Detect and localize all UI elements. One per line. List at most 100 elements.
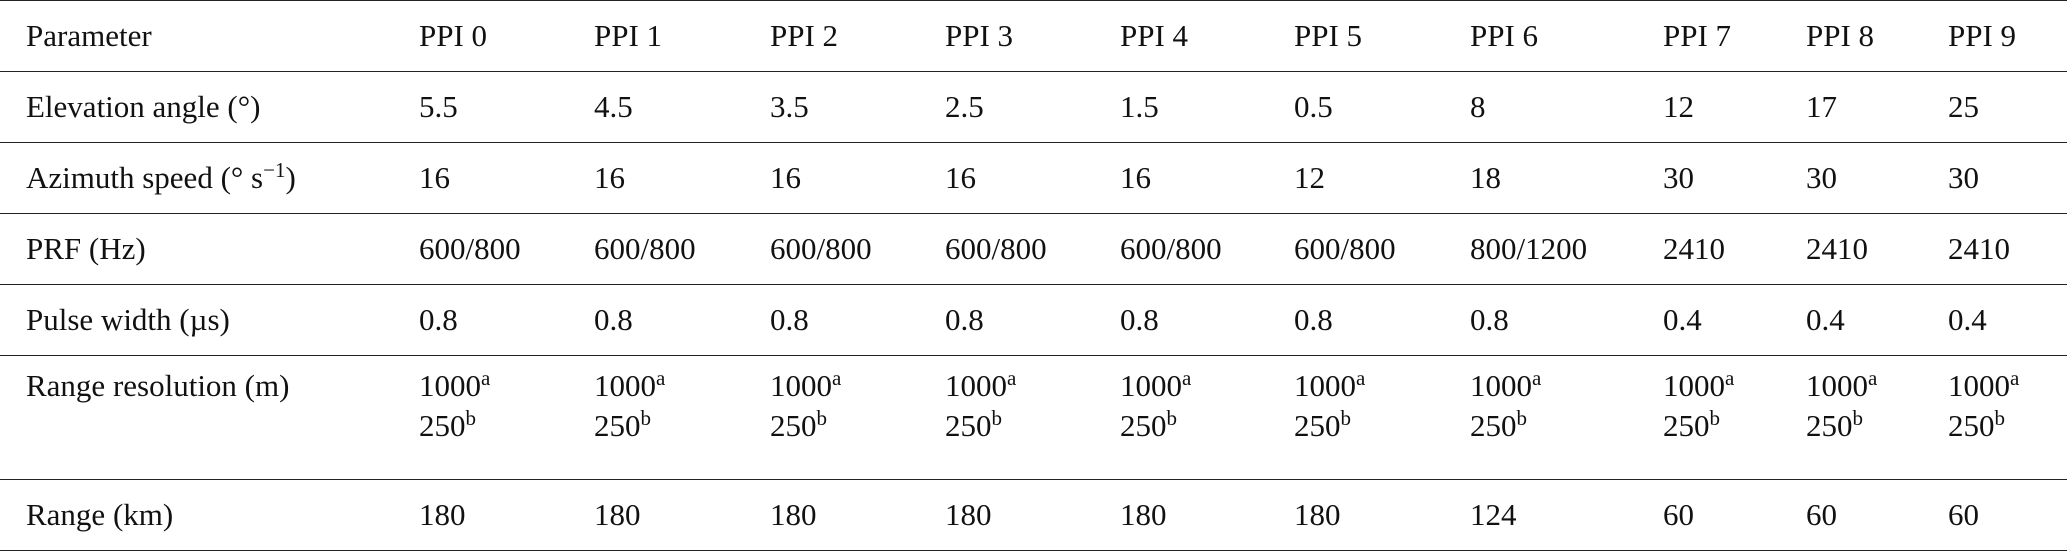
cell-text: 250 [770, 408, 817, 443]
cell-line: 250b [1806, 406, 1948, 446]
cell-text: PPI 1 [594, 18, 663, 53]
header-cell: PPI 3 [945, 0, 1120, 72]
cell-line: 1000a [1470, 366, 1663, 406]
cell-text: Range (km) [26, 497, 174, 532]
cell-text: 180 [770, 497, 817, 532]
table-cell: 0.4 [1663, 284, 1806, 356]
cell-text: 16 [419, 160, 450, 195]
table-cell: 16 [594, 142, 770, 214]
cell-text: 180 [945, 497, 992, 532]
cell-text: 0.8 [1470, 302, 1509, 337]
cell-text: 1000 [945, 368, 1007, 403]
cell-line: 1000a [1120, 366, 1294, 406]
table-cell: 60 [1948, 479, 2067, 551]
table-cell: 16 [1120, 142, 1294, 214]
cell-text: PPI 0 [419, 18, 488, 53]
table-cell: 124 [1470, 479, 1663, 551]
cell-text: 180 [1120, 497, 1167, 532]
table-cell: 1000a 250b [945, 355, 1120, 480]
superscript: b [1516, 406, 1528, 430]
cell-text: 0.8 [419, 302, 458, 337]
header-cell: PPI 1 [594, 0, 770, 72]
superscript: b [465, 406, 477, 430]
cell-line: 1000a [1663, 366, 1806, 406]
cell-text: PPI 8 [1806, 18, 1875, 53]
cell-text: 2.5 [945, 89, 984, 124]
cell-text: 1000 [1806, 368, 1868, 403]
row-label: Elevation angle (°) [0, 71, 419, 143]
table-cell: 0.8 [770, 284, 945, 356]
cell-text: 180 [594, 497, 641, 532]
superscript: b [1340, 406, 1352, 430]
cell-text: 180 [1294, 497, 1341, 532]
cell-line: 250b [594, 406, 770, 446]
cell-text: 250 [1948, 408, 1995, 443]
cell-text: 250 [1663, 408, 1710, 443]
table-cell: 1000a 250b [1470, 355, 1663, 480]
cell-line: 1000a [1806, 366, 1948, 406]
cell-text: Azimuth speed (° s [26, 160, 264, 195]
table-cell: 1000a 250b [419, 355, 594, 480]
cell-text: 60 [1806, 497, 1837, 532]
cell-text: 2410 [1806, 231, 1868, 266]
cell-text: 0.5 [1294, 89, 1333, 124]
cell-text: 17 [1806, 89, 1837, 124]
table-cell: 17 [1806, 71, 1948, 143]
header-row: Parameter PPI 0 PPI 1 PPI 2 PPI 3 PPI 4 PPI 5 P… [0, 0, 2067, 72]
table-cell: 0.4 [1806, 284, 1948, 356]
superscript: b [991, 406, 1003, 430]
superscript: a [2010, 366, 2020, 390]
table-cell: 600/800 [945, 213, 1120, 285]
cell-text: PRF (Hz) [26, 231, 146, 266]
cell-text: PPI 6 [1470, 18, 1539, 53]
table-cell: 30 [1663, 142, 1806, 214]
cell-text: 1.5 [1120, 89, 1159, 124]
table-cell: 16 [945, 142, 1120, 214]
table-cell: 0.8 [1120, 284, 1294, 356]
table-cell: 1000a 250b [1294, 355, 1470, 480]
table-cell: 25 [1948, 71, 2067, 143]
cell-line: 250b [1120, 406, 1294, 446]
cell-line: 250b [419, 406, 594, 446]
cell-text: 1000 [1948, 368, 2010, 403]
cell-text: 0.8 [1294, 302, 1333, 337]
cell-text: 2410 [1663, 231, 1725, 266]
cell-text: 30 [1663, 160, 1694, 195]
table-cell: 0.8 [594, 284, 770, 356]
cell-text: 124 [1470, 497, 1517, 532]
row-label: Range resolution (m) [0, 355, 419, 480]
cell-text: 0.4 [1806, 302, 1845, 337]
header-cell: PPI 2 [770, 0, 945, 72]
cell-text: 25 [1948, 89, 1979, 124]
table-cell: 180 [770, 479, 945, 551]
cell-line: 1000a [1948, 366, 2067, 406]
table-cell: 1000a 250b [1120, 355, 1294, 480]
table-cell: 8 [1470, 71, 1663, 143]
table-cell: 2.5 [945, 71, 1120, 143]
cell-text: 4.5 [594, 89, 633, 124]
cell-text: 600/800 [945, 231, 1047, 266]
header-cell: PPI 5 [1294, 0, 1470, 72]
cell-text: Parameter [26, 18, 152, 53]
cell-line: 250b [945, 406, 1120, 446]
cell-line: 1000a [594, 366, 770, 406]
header-cell: PPI 0 [419, 0, 594, 72]
cell-text: Pulse width (µs) [26, 302, 230, 337]
table-cell: 5.5 [419, 71, 594, 143]
superscript: a [832, 366, 842, 390]
cell-text: 1000 [594, 368, 656, 403]
table-cell: 600/800 [1294, 213, 1470, 285]
cell-text: 600/800 [594, 231, 696, 266]
table-cell: 60 [1663, 479, 1806, 551]
table-cell: 60 [1806, 479, 1948, 551]
cell-line: 1000a [1294, 366, 1470, 406]
header-cell: PPI 8 [1806, 0, 1948, 72]
table-cell: 180 [594, 479, 770, 551]
header-cell: PPI 4 [1120, 0, 1294, 72]
table-cell: 12 [1294, 142, 1470, 214]
table-row: Azimuth speed (° s−1) 16 16 16 16 16 12 18 30 30 3… [0, 142, 2067, 214]
table-cell: 1.5 [1120, 71, 1294, 143]
